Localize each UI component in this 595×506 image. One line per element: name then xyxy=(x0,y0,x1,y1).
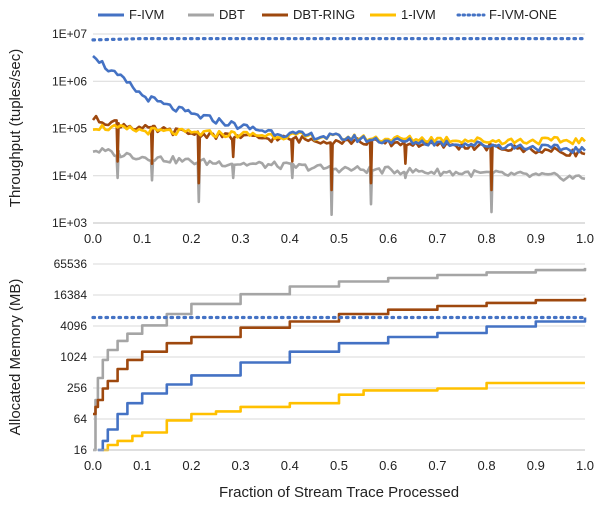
memory-series-1-ivm xyxy=(102,381,585,452)
throughput-x-tick-label: 0.2 xyxy=(182,231,200,246)
memory-x-tick-label: 0.0 xyxy=(84,458,102,473)
legend-label-f-ivm: F-IVM xyxy=(129,7,164,22)
legend-label-f-ivm-one: F-IVM-ONE xyxy=(489,7,557,22)
throughput-x-tick-label: 0.1 xyxy=(133,231,151,246)
memory-x-tick-labels: 0.0 0.1 0.2 0.3 0.4 0.5 0.6 0.7 0.8 0.9 1.0 xyxy=(84,458,594,473)
legend-item-f-ivm-one: F-IVM-ONE xyxy=(456,7,557,22)
memory-y-tick-label: 16 xyxy=(74,443,88,457)
throughput-series-dbt xyxy=(92,147,586,216)
memory-x-tick-label: 0.6 xyxy=(379,458,397,473)
throughput-y-tick-label: 1E+04 xyxy=(52,169,87,183)
memory-x-tick-label: 0.2 xyxy=(182,458,200,473)
legend-label-dbt-ring: DBT-RING xyxy=(293,7,355,22)
legend-item-dbt: DBT xyxy=(188,7,245,22)
throughput-y-axis-label: Throughput (tuples/sec) xyxy=(7,49,24,207)
memory-x-tick-label: 0.7 xyxy=(428,458,446,473)
memory-y-tick-label: 65536 xyxy=(54,257,88,271)
memory-y-axis-label: Allocated Memory (MB) xyxy=(7,279,24,436)
throughput-x-tick-label: 1.0 xyxy=(576,231,594,246)
legend-label-1-ivm: 1-IVM xyxy=(401,7,436,22)
memory-series-f-ivm xyxy=(97,317,587,452)
legend-label-dbt: DBT xyxy=(219,7,245,22)
memory-y-tick-label: 64 xyxy=(74,412,88,426)
memory-series xyxy=(91,267,587,452)
throughput-series-f-ivm xyxy=(92,55,586,154)
throughput-x-tick-label: 0.4 xyxy=(281,231,299,246)
legend: F-IVM DBT DBT-RING 1-IVM F-IVM-ONE xyxy=(98,7,557,22)
memory-x-tick-label: 0.3 xyxy=(232,458,250,473)
throughput-series-f-ivm-one xyxy=(91,37,587,42)
throughput-x-tick-label: 0.9 xyxy=(527,231,545,246)
throughput-x-tick-label: 0.0 xyxy=(84,231,102,246)
throughput-y-tick-label: 1E+03 xyxy=(52,216,87,230)
throughput-y-tick-label: 1E+06 xyxy=(52,74,87,88)
memory-x-tick-label: 0.9 xyxy=(527,458,545,473)
memory-x-tick-label: 1.0 xyxy=(576,458,594,473)
memory-series-dbt-ring xyxy=(93,297,587,416)
legend-item-dbt-ring: DBT-RING xyxy=(262,7,355,22)
legend-item-f-ivm: F-IVM xyxy=(98,7,164,22)
memory-x-tick-label: 0.5 xyxy=(330,458,348,473)
throughput-x-tick-label: 0.3 xyxy=(232,231,250,246)
x-axis-label: Fraction of Stream Trace Processed xyxy=(219,484,459,501)
throughput-y-tick-labels: 1E+03 1E+04 1E+05 1E+06 1E+07 xyxy=(52,27,87,230)
memory-y-tick-labels: 16 64 256 1024 4096 16384 65536 xyxy=(54,257,88,457)
memory-x-tick-label: 0.4 xyxy=(281,458,299,473)
legend-item-1-ivm: 1-IVM xyxy=(370,7,436,22)
memory-y-tick-label: 16384 xyxy=(54,288,88,302)
throughput-x-tick-label: 0.6 xyxy=(379,231,397,246)
throughput-series xyxy=(91,37,587,216)
memory-y-tick-label: 1024 xyxy=(60,350,87,364)
throughput-x-tick-label: 0.7 xyxy=(428,231,446,246)
memory-y-tick-label: 256 xyxy=(67,381,87,395)
throughput-y-tick-label: 1E+05 xyxy=(52,122,87,136)
throughput-x-tick-label: 0.8 xyxy=(478,231,496,246)
throughput-x-tick-label: 0.5 xyxy=(330,231,348,246)
memory-gridlines xyxy=(93,263,585,420)
memory-x-tick-label: 0.1 xyxy=(133,458,151,473)
memory-y-tick-label: 4096 xyxy=(60,319,87,333)
memory-series-dbt xyxy=(93,267,587,452)
throughput-y-tick-label: 1E+07 xyxy=(52,27,87,41)
memory-x-tick-label: 0.8 xyxy=(478,458,496,473)
throughput-series-dbt-ring xyxy=(91,114,586,192)
throughput-x-tick-labels: 0.0 0.1 0.2 0.3 0.4 0.5 0.6 0.7 0.8 0.9 1.0 xyxy=(84,231,594,246)
